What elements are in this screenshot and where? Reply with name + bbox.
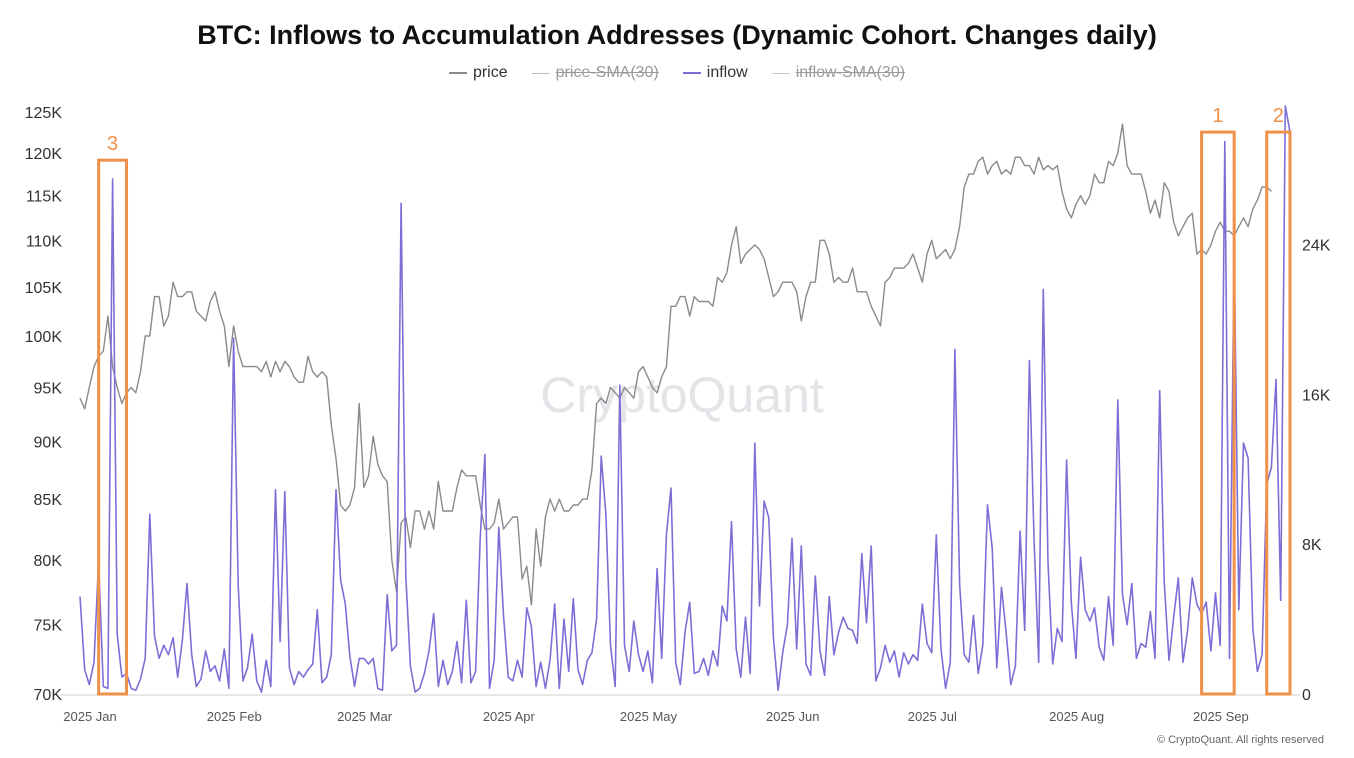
legend-swatch-price (448, 72, 467, 74)
y-left-tick-label: 95K (34, 380, 63, 397)
annotation-label-3: 3 (107, 133, 118, 155)
legend-label-inflow: inflow (706, 64, 748, 81)
x-tick-label: 2025 Mar (337, 709, 393, 724)
chart-title: BTC: Inflows to Accumulation Addresses (… (197, 20, 1157, 50)
legend-swatch-price-sma (531, 72, 550, 74)
series-line-price (79, 123, 1272, 606)
x-tick-label: 2025 Aug (1049, 709, 1104, 724)
legend-swatch-inflow (682, 72, 701, 74)
x-tick-label: 2025 May (620, 709, 678, 724)
y-left-tick-label: 105K (25, 280, 63, 297)
legend-label-price-sma: price-SMA(30) (555, 64, 659, 81)
y-left-tick-label: 115K (26, 189, 63, 206)
annotation-box-3 (97, 158, 129, 696)
x-tick-label: 2025 Feb (207, 709, 262, 724)
y-left-tick-label: 75K (34, 618, 63, 635)
y-left-tick-label: 125K (25, 105, 63, 122)
x-tick-label: 2025 Jan (63, 709, 117, 724)
annotation-layer: 3 1 2 (97, 105, 1292, 696)
y-left-tick-label: 85K (34, 492, 63, 509)
legend-item-price-sma[interactable]: price-SMA(30) (531, 64, 659, 82)
copyright-footer: © CryptoQuant. All rights reserved (1156, 734, 1324, 746)
annotation-label-1: 1 (1212, 105, 1223, 127)
y-right-tick-label: 8K (1302, 537, 1322, 554)
legend-label-inflow-sma: inflow-SMA(30) (795, 64, 906, 81)
legend-item-inflow-sma[interactable]: inflow-SMA(30) (771, 64, 906, 82)
x-axis: 2025 Jan 2025 Feb 2025 Mar 2025 Apr 2025 May… (60, 694, 1300, 724)
series-layer (79, 105, 1291, 693)
y-right-tick-label: 16K (1302, 387, 1331, 404)
y-left-tick-label: 100K (25, 329, 63, 346)
legend-item-price[interactable]: price (448, 64, 508, 82)
y-right-tick-label: 24K (1302, 237, 1331, 254)
chart-legend: price price-SMA(30) inflow inflow-SMA(30… (0, 64, 1354, 82)
y-right-tick-label: 0 (1302, 687, 1311, 704)
x-tick-label: 2025 Apr (483, 709, 536, 724)
y-left-tick-label: 110K (26, 233, 63, 250)
watermark: CryptoQuant (540, 367, 824, 423)
y-left-tick-label: 120K (25, 146, 63, 163)
x-tick-label: 2025 Jun (766, 709, 820, 724)
x-tick-label: 2025 Jul (908, 709, 957, 724)
y-axis-left: 70K 75K 80K 85K 90K 95K 100K 105K 110K 115K 120K 12… (25, 105, 63, 704)
annotation-label-2: 2 (1273, 105, 1284, 127)
y-left-tick-label: 70K (34, 687, 63, 704)
x-tick-label: 2025 Sep (1193, 709, 1249, 724)
legend-item-inflow[interactable]: inflow (682, 64, 748, 82)
series-line-inflow (79, 105, 1291, 693)
annotation-box-2 (1265, 130, 1292, 696)
legend-swatch-inflow-sma (771, 72, 790, 74)
y-axis-right: 0 8K 16K 24K (1302, 237, 1331, 704)
annotation-box-1 (1200, 130, 1236, 696)
y-left-tick-label: 80K (34, 553, 63, 570)
y-left-tick-label: 90K (34, 435, 63, 452)
legend-label-price: price (472, 64, 508, 81)
